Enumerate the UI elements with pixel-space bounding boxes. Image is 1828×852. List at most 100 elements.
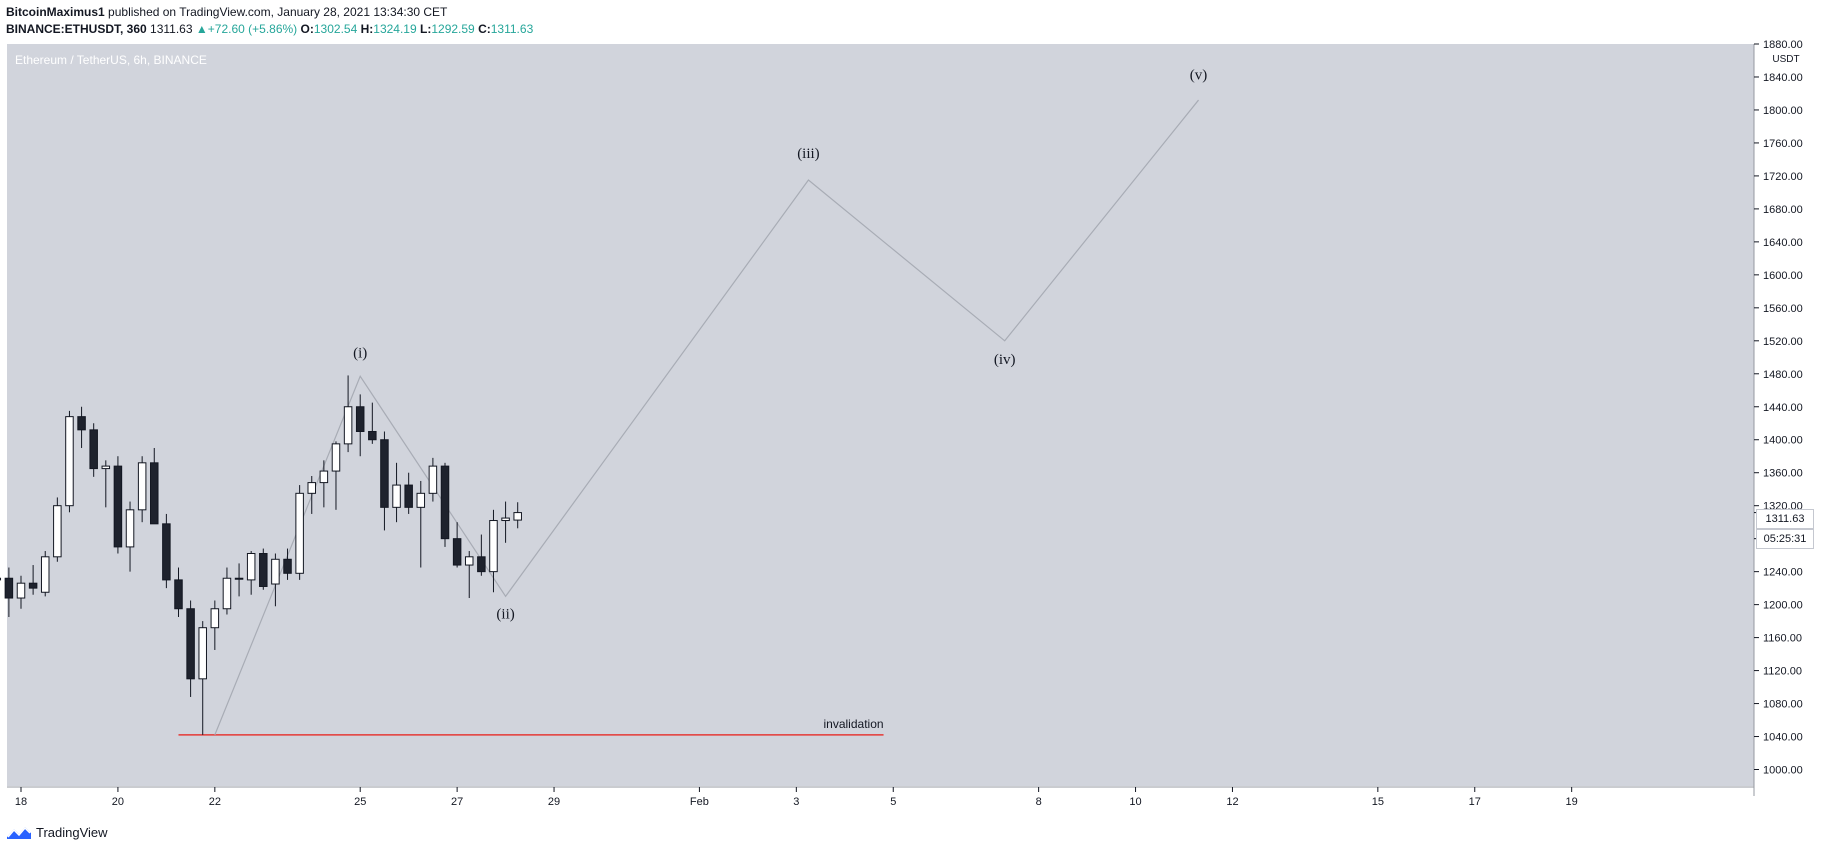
- y-tick-label: 1360.00: [1763, 468, 1803, 480]
- candle-bear[interactable]: [440, 465, 450, 540]
- candle-bull[interactable]: [464, 556, 474, 566]
- y-tick-label: 1200.00: [1763, 600, 1803, 612]
- x-tick-label: 5: [890, 796, 896, 808]
- y-tick-label: 1080.00: [1763, 699, 1803, 711]
- chart-title: Ethereum / TetherUS, 6h, BINANCE: [15, 53, 207, 67]
- candle-bear[interactable]: [113, 465, 123, 548]
- x-tick-label: 29: [548, 796, 560, 808]
- close-label: C:: [478, 22, 491, 36]
- y-tick-label: 1760.00: [1763, 138, 1803, 150]
- y-tick-label: 1880.00: [1763, 39, 1803, 51]
- candle-bear[interactable]: [150, 462, 159, 525]
- author-name[interactable]: BitcoinMaximus1: [6, 5, 105, 19]
- tradingview-logo-icon[interactable]: [6, 824, 32, 840]
- candle-bull[interactable]: [307, 482, 317, 494]
- candle-bull[interactable]: [331, 443, 341, 472]
- candle-bull[interactable]: [343, 406, 353, 445]
- plot-area[interactable]: [7, 44, 1754, 786]
- candle-bear[interactable]: [77, 416, 86, 431]
- candle-bull[interactable]: [125, 509, 135, 548]
- low-value: 1292.59: [431, 22, 475, 36]
- candle-bull[interactable]: [65, 416, 74, 507]
- x-tick-label: 22: [209, 796, 221, 808]
- candle-bear[interactable]: [28, 582, 38, 589]
- x-tick-label: 12: [1226, 796, 1238, 808]
- candle-bull[interactable]: [271, 558, 280, 585]
- x-tick-label: Feb: [690, 796, 709, 808]
- wave-label: (v): [1190, 67, 1208, 83]
- y-tick-label: 1440.00: [1763, 402, 1803, 414]
- candle-bull[interactable]: [198, 627, 207, 680]
- candle-bull[interactable]: [137, 462, 147, 511]
- y-tick-label: 1160.00: [1763, 633, 1802, 645]
- invalidation-label: invalidation: [824, 717, 884, 731]
- y-tick-label: 1480.00: [1763, 369, 1803, 381]
- y-tick-label: 1400.00: [1763, 435, 1803, 447]
- candle-bear[interactable]: [380, 439, 389, 508]
- candle-bull[interactable]: [40, 556, 50, 593]
- wave-label: (iii): [797, 146, 820, 162]
- candle-bull[interactable]: [319, 470, 329, 484]
- y-tick-label: 1800.00: [1763, 105, 1803, 117]
- open-value: 1302.54: [313, 22, 358, 36]
- candle-bull[interactable]: [416, 492, 426, 508]
- chart-header: BitcoinMaximus1 published on TradingView…: [6, 4, 533, 38]
- candle-bull[interactable]: [392, 484, 401, 508]
- candle-bear[interactable]: [89, 429, 98, 470]
- up-arrow-icon: ▲: [195, 22, 208, 36]
- wave-projection-line[interactable]: [214, 99, 1200, 736]
- y-tick-label: 1120.00: [1763, 666, 1802, 678]
- candle-bull[interactable]: [246, 553, 256, 581]
- publish-info: published on TradingView.com, January 28…: [108, 5, 448, 19]
- candle-bear[interactable]: [174, 579, 183, 610]
- candle-bull[interactable]: [53, 505, 62, 558]
- y-tick-label: 1240.00: [1763, 567, 1803, 579]
- tradingview-brand[interactable]: TradingView: [36, 824, 108, 840]
- y-tick-label: 1640.00: [1763, 237, 1803, 249]
- last-price-tag: 1311.63: [1756, 509, 1814, 529]
- y-tick-label: 1720.00: [1763, 171, 1803, 183]
- y-tick-label: 1600.00: [1763, 270, 1803, 282]
- candle-bear[interactable]: [283, 558, 292, 574]
- candle-bear[interactable]: [477, 556, 486, 573]
- candle-bear[interactable]: [4, 577, 14, 599]
- y-tick-label: 1560.00: [1763, 303, 1803, 315]
- countdown-tag: 05:25:31: [1756, 529, 1814, 549]
- x-tick-label: 3: [793, 796, 799, 808]
- last-price: 1311.63: [150, 22, 193, 36]
- x-tick-label: 25: [354, 796, 366, 808]
- currency-label: USDT: [1772, 54, 1799, 65]
- candle-bull[interactable]: [210, 608, 220, 629]
- wave-label: (ii): [496, 607, 514, 623]
- x-tick-label: 17: [1469, 796, 1481, 808]
- open-label: O:: [300, 22, 314, 36]
- wave-label: (iv): [994, 352, 1016, 368]
- candle-bull[interactable]: [101, 465, 111, 470]
- symbol-label: BINANCE:ETHUSDT, 360: [6, 22, 147, 36]
- candle-bear[interactable]: [404, 484, 413, 508]
- candle-bear[interactable]: [452, 538, 462, 566]
- high-value: 1324.19: [373, 22, 417, 36]
- change-value: +72.60 (+5.86%): [207, 22, 298, 36]
- y-tick-label: 1840.00: [1763, 72, 1803, 84]
- candle-bear[interactable]: [162, 523, 171, 581]
- candle-bull[interactable]: [295, 492, 304, 574]
- candle-bear[interactable]: [186, 608, 195, 680]
- candle-bear[interactable]: [368, 430, 377, 441]
- candle-bull[interactable]: [513, 512, 522, 521]
- wave-label: (i): [353, 345, 367, 361]
- candle-bull[interactable]: [16, 582, 26, 599]
- price-axis[interactable]: [1754, 44, 1828, 796]
- candle-bear[interactable]: [0, 577, 2, 581]
- x-tick-label: 18: [15, 796, 27, 808]
- candle-bull[interactable]: [489, 520, 498, 573]
- candle-bull[interactable]: [501, 517, 510, 522]
- candle-bear[interactable]: [355, 406, 365, 432]
- x-tick-label: 15: [1372, 796, 1384, 808]
- candle-bull[interactable]: [428, 465, 438, 494]
- candle-bull[interactable]: [234, 577, 244, 580]
- footer: TradingView: [6, 824, 108, 840]
- candle-bear[interactable]: [259, 553, 268, 587]
- candle-bull[interactable]: [222, 577, 232, 610]
